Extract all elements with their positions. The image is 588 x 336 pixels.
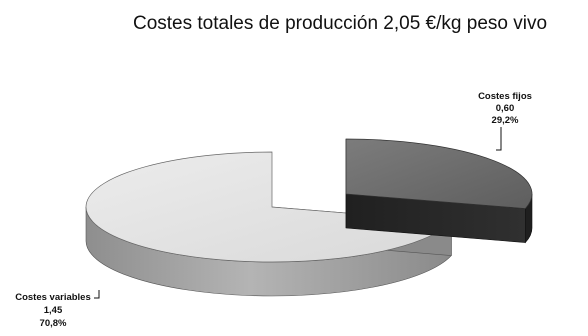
slice-label-percent: 29,2% (492, 115, 519, 126)
slice-costes-fijos (345, 138, 533, 209)
slice-label-percent: 70,8% (40, 318, 67, 329)
slice-costes-variables (85, 151, 453, 263)
label-costes-variables: Costes variables 1,45 70,8% (15, 290, 100, 329)
leader-line-fijos (496, 127, 502, 151)
chart-title: Costes totales de producción 2,05 €/kg p… (133, 13, 547, 34)
leader-line-variables (94, 290, 100, 299)
slice-label-name: Costes variables (15, 292, 91, 303)
slice-label-value: 0,60 (496, 103, 515, 114)
label-costes-fijos: Costes fijos 0,60 29,2% (478, 91, 532, 151)
slice-label-name: Costes fijos (478, 91, 532, 102)
slice-label-value: 1,45 (44, 305, 63, 316)
pie-slices-group (85, 138, 533, 297)
